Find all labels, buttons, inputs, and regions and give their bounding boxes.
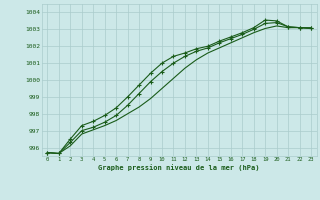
X-axis label: Graphe pression niveau de la mer (hPa): Graphe pression niveau de la mer (hPa) bbox=[99, 164, 260, 171]
